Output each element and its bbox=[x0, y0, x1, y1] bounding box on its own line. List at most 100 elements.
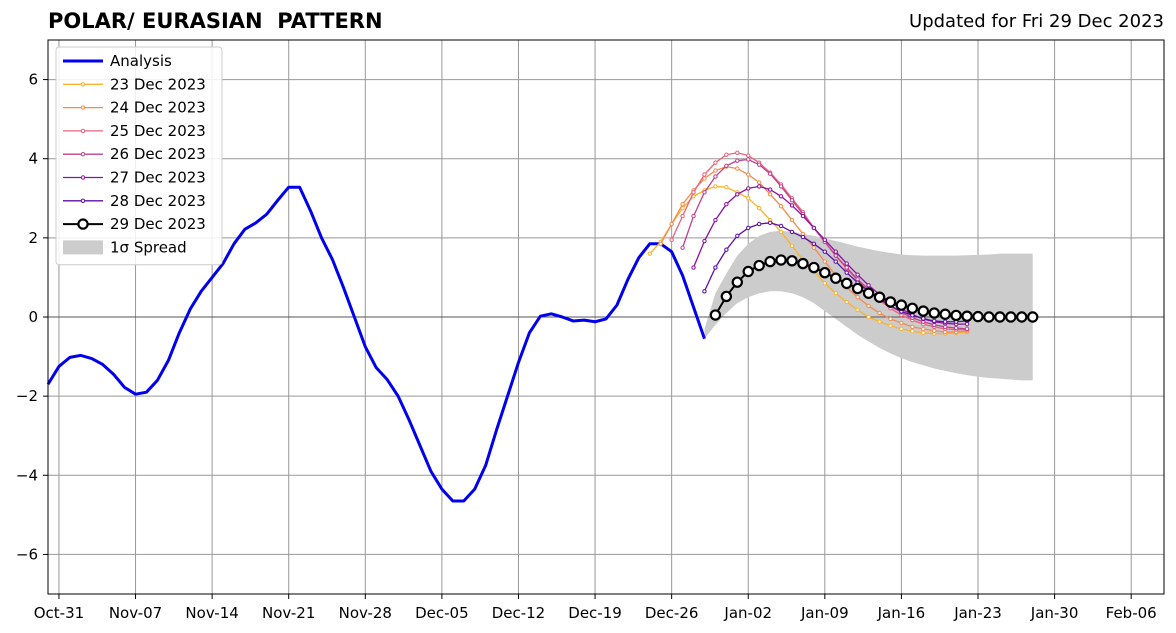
forecast-point bbox=[702, 238, 707, 244]
forecast-point bbox=[800, 234, 806, 240]
forecast-point bbox=[932, 318, 937, 324]
x-tick-label: Nov-07 bbox=[109, 604, 162, 622]
legend-marker bbox=[80, 175, 86, 180]
forecast-point bbox=[669, 221, 674, 227]
forecast-point bbox=[841, 277, 853, 290]
forecast-point bbox=[767, 187, 773, 192]
forecast-point bbox=[767, 171, 773, 176]
forecast-point bbox=[786, 255, 798, 267]
forecast-point bbox=[789, 229, 795, 235]
x-tick-label: Dec-26 bbox=[645, 604, 699, 622]
forecast-point bbox=[899, 326, 904, 332]
forecast-point bbox=[895, 299, 908, 311]
forecast-point bbox=[906, 302, 919, 314]
forecast-point bbox=[994, 311, 1006, 323]
forecast-point bbox=[942, 324, 948, 330]
forecast-point bbox=[921, 326, 926, 332]
forecast-point bbox=[735, 166, 740, 171]
forecast-point bbox=[855, 272, 860, 277]
forecast-point bbox=[910, 329, 915, 334]
legend-label: 1σ Spread bbox=[110, 238, 187, 256]
forecast-point bbox=[833, 291, 838, 296]
forecast-point bbox=[724, 163, 729, 169]
y-tick-label: −2 bbox=[16, 387, 38, 405]
forecast-point bbox=[833, 249, 838, 254]
y-tick-label: 6 bbox=[28, 71, 38, 89]
forecast-point bbox=[1016, 311, 1028, 323]
legend-marker bbox=[80, 82, 86, 87]
forecast-point bbox=[811, 245, 817, 250]
forecast-point bbox=[830, 272, 842, 284]
x-tick-label: Dec-12 bbox=[492, 604, 546, 622]
series bbox=[46, 150, 1039, 503]
forecast-point bbox=[753, 259, 765, 272]
forecast-point bbox=[972, 310, 984, 323]
forecast-point bbox=[713, 168, 718, 173]
forecast-point bbox=[953, 325, 959, 331]
x-tick-label: Jan-23 bbox=[953, 604, 1002, 622]
forecast-point bbox=[742, 265, 754, 278]
forecast-point bbox=[797, 257, 809, 270]
forecast-point bbox=[942, 319, 948, 324]
forecast-point bbox=[888, 323, 893, 328]
legend-marker bbox=[80, 105, 86, 110]
forecast-point bbox=[862, 287, 875, 299]
forecast-point bbox=[680, 245, 685, 250]
x-tick-label: Oct-31 bbox=[34, 604, 84, 622]
legend-label: 29 Dec 2023 bbox=[110, 215, 206, 233]
forecast-point bbox=[844, 265, 849, 270]
forecast-point bbox=[778, 184, 784, 189]
forecast-point bbox=[720, 290, 733, 303]
x-tick-label: Feb-06 bbox=[1106, 604, 1157, 622]
legend-marker bbox=[80, 198, 86, 204]
forecast-point bbox=[1005, 311, 1017, 323]
forecast-point bbox=[735, 192, 740, 197]
forecast-point bbox=[691, 265, 696, 270]
legend-label: 26 Dec 2023 bbox=[110, 145, 206, 163]
legend-label: 23 Dec 2023 bbox=[110, 75, 206, 93]
forecast-point bbox=[735, 158, 740, 163]
forecast-point bbox=[767, 220, 773, 226]
forecast-point bbox=[983, 311, 995, 323]
forecast-point bbox=[819, 266, 831, 279]
x-tick-label: Nov-21 bbox=[262, 604, 315, 622]
forecast-point bbox=[746, 157, 751, 162]
legend-swatch bbox=[63, 240, 103, 255]
forecast-point bbox=[833, 253, 838, 258]
forecast-point bbox=[844, 270, 849, 275]
y-tick-label: −6 bbox=[16, 545, 38, 563]
forecast-point bbox=[964, 326, 970, 332]
y-tick-label: 4 bbox=[28, 150, 38, 168]
forecast-point bbox=[961, 310, 973, 322]
legend-label: 27 Dec 2023 bbox=[110, 169, 206, 187]
forecast-point bbox=[866, 303, 871, 309]
forecast-point bbox=[822, 281, 828, 286]
forecast-point bbox=[713, 160, 718, 165]
forecast-point bbox=[702, 172, 707, 177]
forecast-series bbox=[709, 254, 1039, 323]
forecast-point bbox=[702, 190, 707, 195]
x-tick-label: Dec-05 bbox=[415, 604, 469, 622]
forecast-point bbox=[669, 237, 674, 243]
forecast-point bbox=[844, 261, 849, 266]
forecast-point bbox=[724, 152, 729, 157]
forecast-point bbox=[756, 205, 762, 211]
forecast-point bbox=[873, 291, 886, 303]
forecast-point bbox=[680, 202, 685, 207]
forecast-point bbox=[866, 283, 871, 288]
forecast-point bbox=[680, 213, 685, 219]
y-tick-label: 2 bbox=[28, 229, 38, 247]
forecast-point bbox=[756, 221, 762, 227]
forecast-point bbox=[822, 259, 828, 264]
legend-box bbox=[55, 46, 223, 266]
forecast-point bbox=[713, 265, 718, 270]
forecast-point bbox=[691, 190, 696, 195]
forecast-point bbox=[647, 251, 652, 256]
legend-label: 25 Dec 2023 bbox=[110, 122, 206, 140]
forecast-point bbox=[1027, 311, 1039, 323]
x-tick-label: Nov-28 bbox=[339, 604, 392, 622]
x-tick-label: Nov-14 bbox=[185, 604, 238, 622]
forecast-point bbox=[928, 307, 940, 319]
x-tick-label: Jan-02 bbox=[723, 604, 772, 622]
